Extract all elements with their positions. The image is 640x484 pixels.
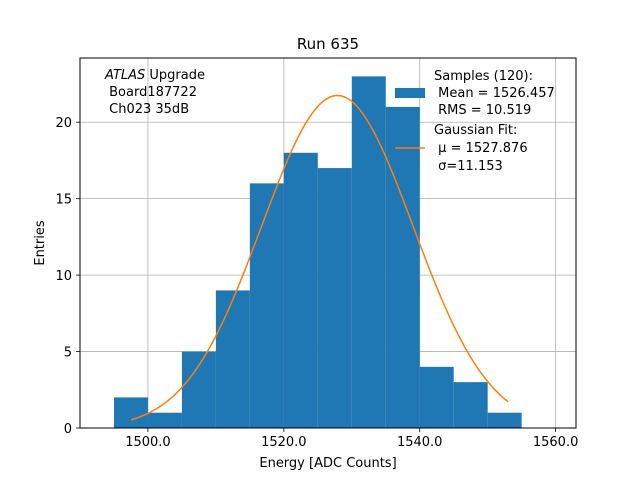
axis-ticks: 1500.0 1520.0 1540.0 1560.0 0 5 10 15 20: [55, 116, 578, 450]
histogram-bar: [147, 412, 182, 428]
legend-fit-title: Gaussian Fit:: [434, 123, 517, 138]
y-tick-label: 15: [55, 193, 72, 208]
histogram-bar: [215, 290, 250, 428]
legend-mean: Mean = 1526.457: [434, 86, 555, 101]
x-tick-label: 1560.0: [533, 435, 579, 450]
histogram-bar: [113, 397, 148, 428]
y-tick-label: 20: [55, 116, 72, 131]
histogram-bar: [317, 168, 352, 428]
y-tick-label: 0: [64, 422, 72, 437]
histogram-bar: [419, 366, 454, 428]
legend-samples-swatch: [395, 88, 425, 98]
histogram-bar: [249, 183, 284, 428]
run-annotation: ATLAS Upgrade Board187722 Ch023 35dB: [104, 68, 205, 117]
x-tick-label: 1540.0: [397, 435, 443, 450]
y-tick-label: 5: [64, 346, 72, 361]
legend-sigma: σ=11.153: [434, 159, 503, 174]
histogram-bar: [385, 106, 420, 428]
legend: Samples (120): Mean = 1526.457 RMS = 10.…: [395, 69, 555, 174]
legend-mu: μ = 1527.876: [434, 141, 528, 156]
x-axis-label: Energy [ADC Counts]: [259, 456, 396, 471]
histogram-bar: [453, 382, 488, 428]
gaussian-fit-curve: [130, 94, 509, 421]
histogram-bar: [487, 412, 522, 428]
channel-label: Ch023 35dB: [105, 102, 189, 117]
histogram-bars: [113, 76, 522, 428]
legend-samples-title: Samples (120):: [434, 69, 533, 84]
board-label: Board187722: [105, 85, 197, 100]
axes-frame: [79, 57, 577, 429]
y-axis-label: Entries: [33, 220, 48, 266]
x-tick-label: 1520.0: [261, 435, 307, 450]
histogram-bar: [351, 76, 386, 428]
gaussian-fit: [130, 94, 509, 421]
atlas-label: ATLAS Upgrade: [104, 68, 205, 83]
chart-title: Run 635: [297, 35, 359, 53]
histogram-bar: [181, 351, 216, 428]
legend-rms: RMS = 10.519: [434, 103, 531, 118]
y-tick-label: 10: [55, 269, 72, 284]
x-tick-label: 1500.0: [125, 435, 171, 450]
histogram-bar: [283, 152, 318, 428]
